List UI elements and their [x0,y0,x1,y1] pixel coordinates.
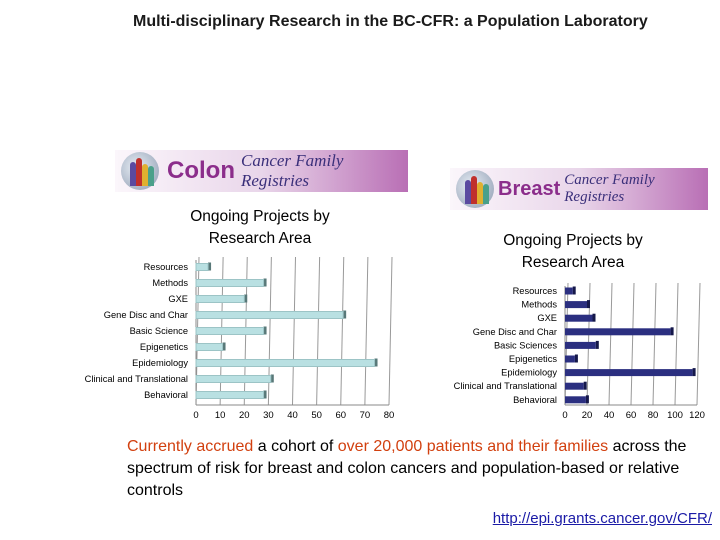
bar-side [208,262,212,271]
bar-side [587,300,590,309]
cfr-link[interactable]: http://epi.grants.cancer.gov/CFR/ [492,510,712,527]
gridline [388,256,393,406]
gridline [364,256,369,406]
breast-cfr-logo: Breast Cancer Family Registries [450,168,708,210]
category-label: Methods [521,300,557,310]
x-tick-label: 80 [648,410,659,421]
family-icon [121,152,159,190]
x-tick-label: 70 [360,410,371,421]
gridline [630,282,635,406]
breast-rest: Cancer Family Registries [564,172,655,205]
category-label: Epidemiology [132,358,188,368]
family-icon [456,170,494,208]
bar [195,391,265,399]
breast-word: Breast [498,177,561,200]
category-label: GXE [537,313,557,323]
bar [195,263,209,271]
colon-rest: Cancer Family Registries [240,151,344,190]
category-label: Gene Disc and Char [104,310,188,320]
x-tick-label: 10 [215,410,226,421]
bar [565,314,593,322]
category-label: GXE [168,294,188,304]
body-highlight-2: over 20,000 patients and their families [337,438,609,455]
gridline [316,256,321,406]
category-label: Epidemiology [501,368,557,378]
body-highlight-1: Currently accrued [127,438,254,455]
category-label: Clinical and Translational [85,374,188,384]
x-tick-label: 0 [562,410,567,421]
colon-word: Colon [167,157,235,184]
body-text: Currently accrued a cohort of over 20,00… [127,436,707,502]
x-tick-label: 40 [604,410,615,421]
bar-side [270,374,274,383]
bar-side [592,313,596,322]
bar-side [572,286,576,295]
category-label: Epigenetics [140,342,188,352]
gridline [696,282,701,406]
bar-side [585,395,589,404]
bar-side [595,340,599,349]
gridline [340,256,345,406]
x-tick-label: 20 [239,410,250,421]
bar [195,359,376,367]
x-tick-label: 100 [667,410,683,421]
category-label: Basic Sciences [494,340,557,350]
body-mid: a cohort of [253,438,338,455]
x-tick-label: 0 [193,410,198,421]
bar-side [574,354,578,363]
category-label: Behavioral [513,395,557,405]
bar-side [263,326,267,335]
category-label: Basic Science [130,326,188,336]
bar [565,341,596,349]
x-tick-label: 60 [626,410,637,421]
bar [195,279,265,287]
bar [565,287,573,295]
bar [195,311,344,319]
bar-side [222,342,226,351]
slide-title: Multi-disciplinary Research in the BC-CF… [133,13,648,30]
x-tick-label: 50 [311,410,322,421]
bar [195,295,245,303]
bar [565,369,693,377]
bar-side [692,368,696,377]
bar [565,382,584,390]
gridline [674,282,679,406]
bar [565,396,586,404]
bar [565,328,671,336]
breast-chart-title: Ongoing Projects by Research Area [503,232,643,271]
colon-chart-title: Ongoing Projects by Research Area [190,208,330,247]
bar-side [263,390,267,399]
category-label: Clinical and Translational [454,381,557,391]
category-label: Methods [152,278,188,288]
bar [195,327,265,335]
body-rest: across the spectrum of risk for breast a… [127,438,687,499]
bar-side [244,294,248,303]
x-tick-label: 20 [582,410,593,421]
category-label: Resources [513,286,558,296]
category-label: Resources [144,262,189,272]
x-tick-label: 30 [263,410,274,421]
colon-cfr-logo: Colon Cancer Family Registries [115,150,408,192]
bar [195,343,224,351]
gridline [608,282,613,406]
bar-side [343,310,347,319]
x-tick-label: 40 [287,410,298,421]
bar [565,355,575,363]
bar-side [263,278,267,287]
category-label: Behavioral [144,390,188,400]
gridline [652,282,657,406]
bar-side [583,381,587,390]
bar-side [374,358,378,367]
bar [565,301,587,309]
x-tick-label: 80 [384,410,395,421]
bar [195,375,272,383]
category-label: Epigenetics [509,354,557,364]
gridline [292,256,296,406]
bar-side [670,327,674,336]
x-tick-label: 60 [335,410,346,421]
category-label: Gene Disc and Char [473,327,557,337]
x-tick-label: 120 [689,410,705,421]
